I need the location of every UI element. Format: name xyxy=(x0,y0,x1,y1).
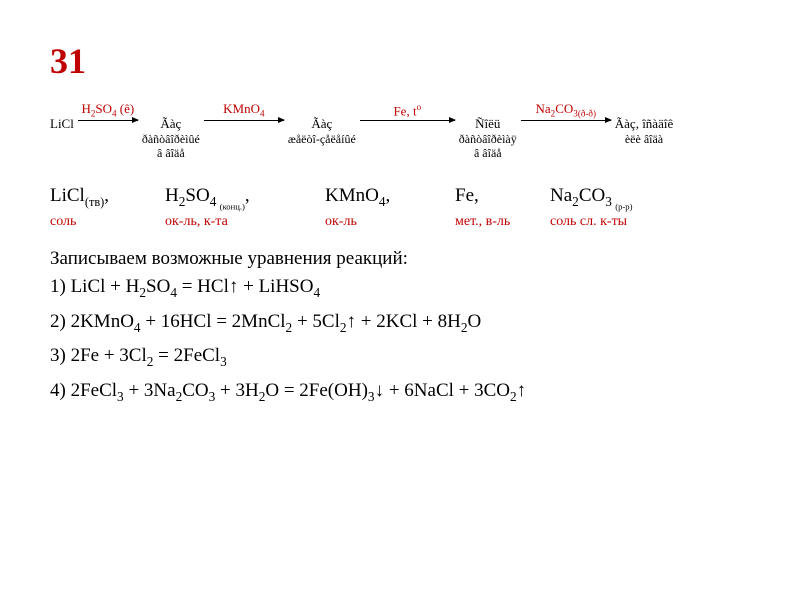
arrow-label: Fe, to xyxy=(360,102,455,119)
scheme-node: Ãàçðàñòâîðèìûéâ âîäå xyxy=(142,102,200,160)
scheme-node: Ãàç, îñàäîêèëè âîäà xyxy=(615,102,673,146)
arrow-line xyxy=(78,120,138,121)
arrow-line xyxy=(204,120,284,121)
scheme-arrow: Na2CO3(ð-ð) xyxy=(521,102,611,121)
class-item: соль xyxy=(50,214,165,230)
equation: 4) 2FeCl3 + 3Na2CO3 + 3H2O = 2Fe(OH)3↓ +… xyxy=(50,380,750,405)
scheme-node: Ñîëüðàñòâîðèìàÿâ âîäå xyxy=(459,102,517,160)
class-item: мет., в-ль xyxy=(455,214,550,230)
scheme-start: LiCl xyxy=(50,102,74,132)
substance-item: LiCl(тв), xyxy=(50,185,165,211)
equation: 1) LiCl + H2SO4 = HCl↑ + LiHSO4 xyxy=(50,276,750,301)
reaction-scheme: LiClH2SO4 (ê)Ãàçðàñòâîðèìûéâ âîäåKMnO4Ãà… xyxy=(50,102,750,160)
class-item: соль сл. к-ты xyxy=(550,214,690,230)
intro-text: Записываем возможные уравнения реакций: xyxy=(50,248,750,270)
class-item: ок-ль, к-та xyxy=(165,214,325,230)
equation: 2) 2KMnO4 + 16HCl = 2MnCl2 + 5Cl2↑ + 2KC… xyxy=(50,311,750,336)
scheme-arrow: KMnO4 xyxy=(204,102,284,121)
arrow-label: KMnO4 xyxy=(204,102,284,119)
equation: 3) 2Fe + 3Cl2 = 2FeCl3 xyxy=(50,345,750,370)
arrow-label: H2SO4 (ê) xyxy=(78,102,138,119)
scheme-node: Ãàçæåëòî-çåëåíûé xyxy=(288,102,356,146)
substance-item: Fe, xyxy=(455,185,550,211)
scheme-arrow: Fe, to xyxy=(360,102,455,121)
arrow-line xyxy=(360,120,455,121)
substance-item: H2SO4 (конц.), xyxy=(165,185,325,211)
substance-item: KMnO4, xyxy=(325,185,455,211)
class-item: ок-ль xyxy=(325,214,455,230)
substance-row: LiCl(тв),H2SO4 (конц.),KMnO4,Fe,Na2CO3 (… xyxy=(50,185,750,211)
substance-item: Na2CO3 (р-р) xyxy=(550,185,690,211)
classification-row: сольок-ль, к-таок-льмет., в-льсоль сл. к… xyxy=(50,214,750,230)
equations-block: 1) LiCl + H2SO4 = HCl↑ + LiHSO4 2) 2KMnO4… xyxy=(50,276,750,405)
slide-number: 31 xyxy=(50,40,750,82)
arrow-label: Na2CO3(ð-ð) xyxy=(521,102,611,119)
arrow-line xyxy=(521,120,611,121)
scheme-arrow: H2SO4 (ê) xyxy=(78,102,138,121)
